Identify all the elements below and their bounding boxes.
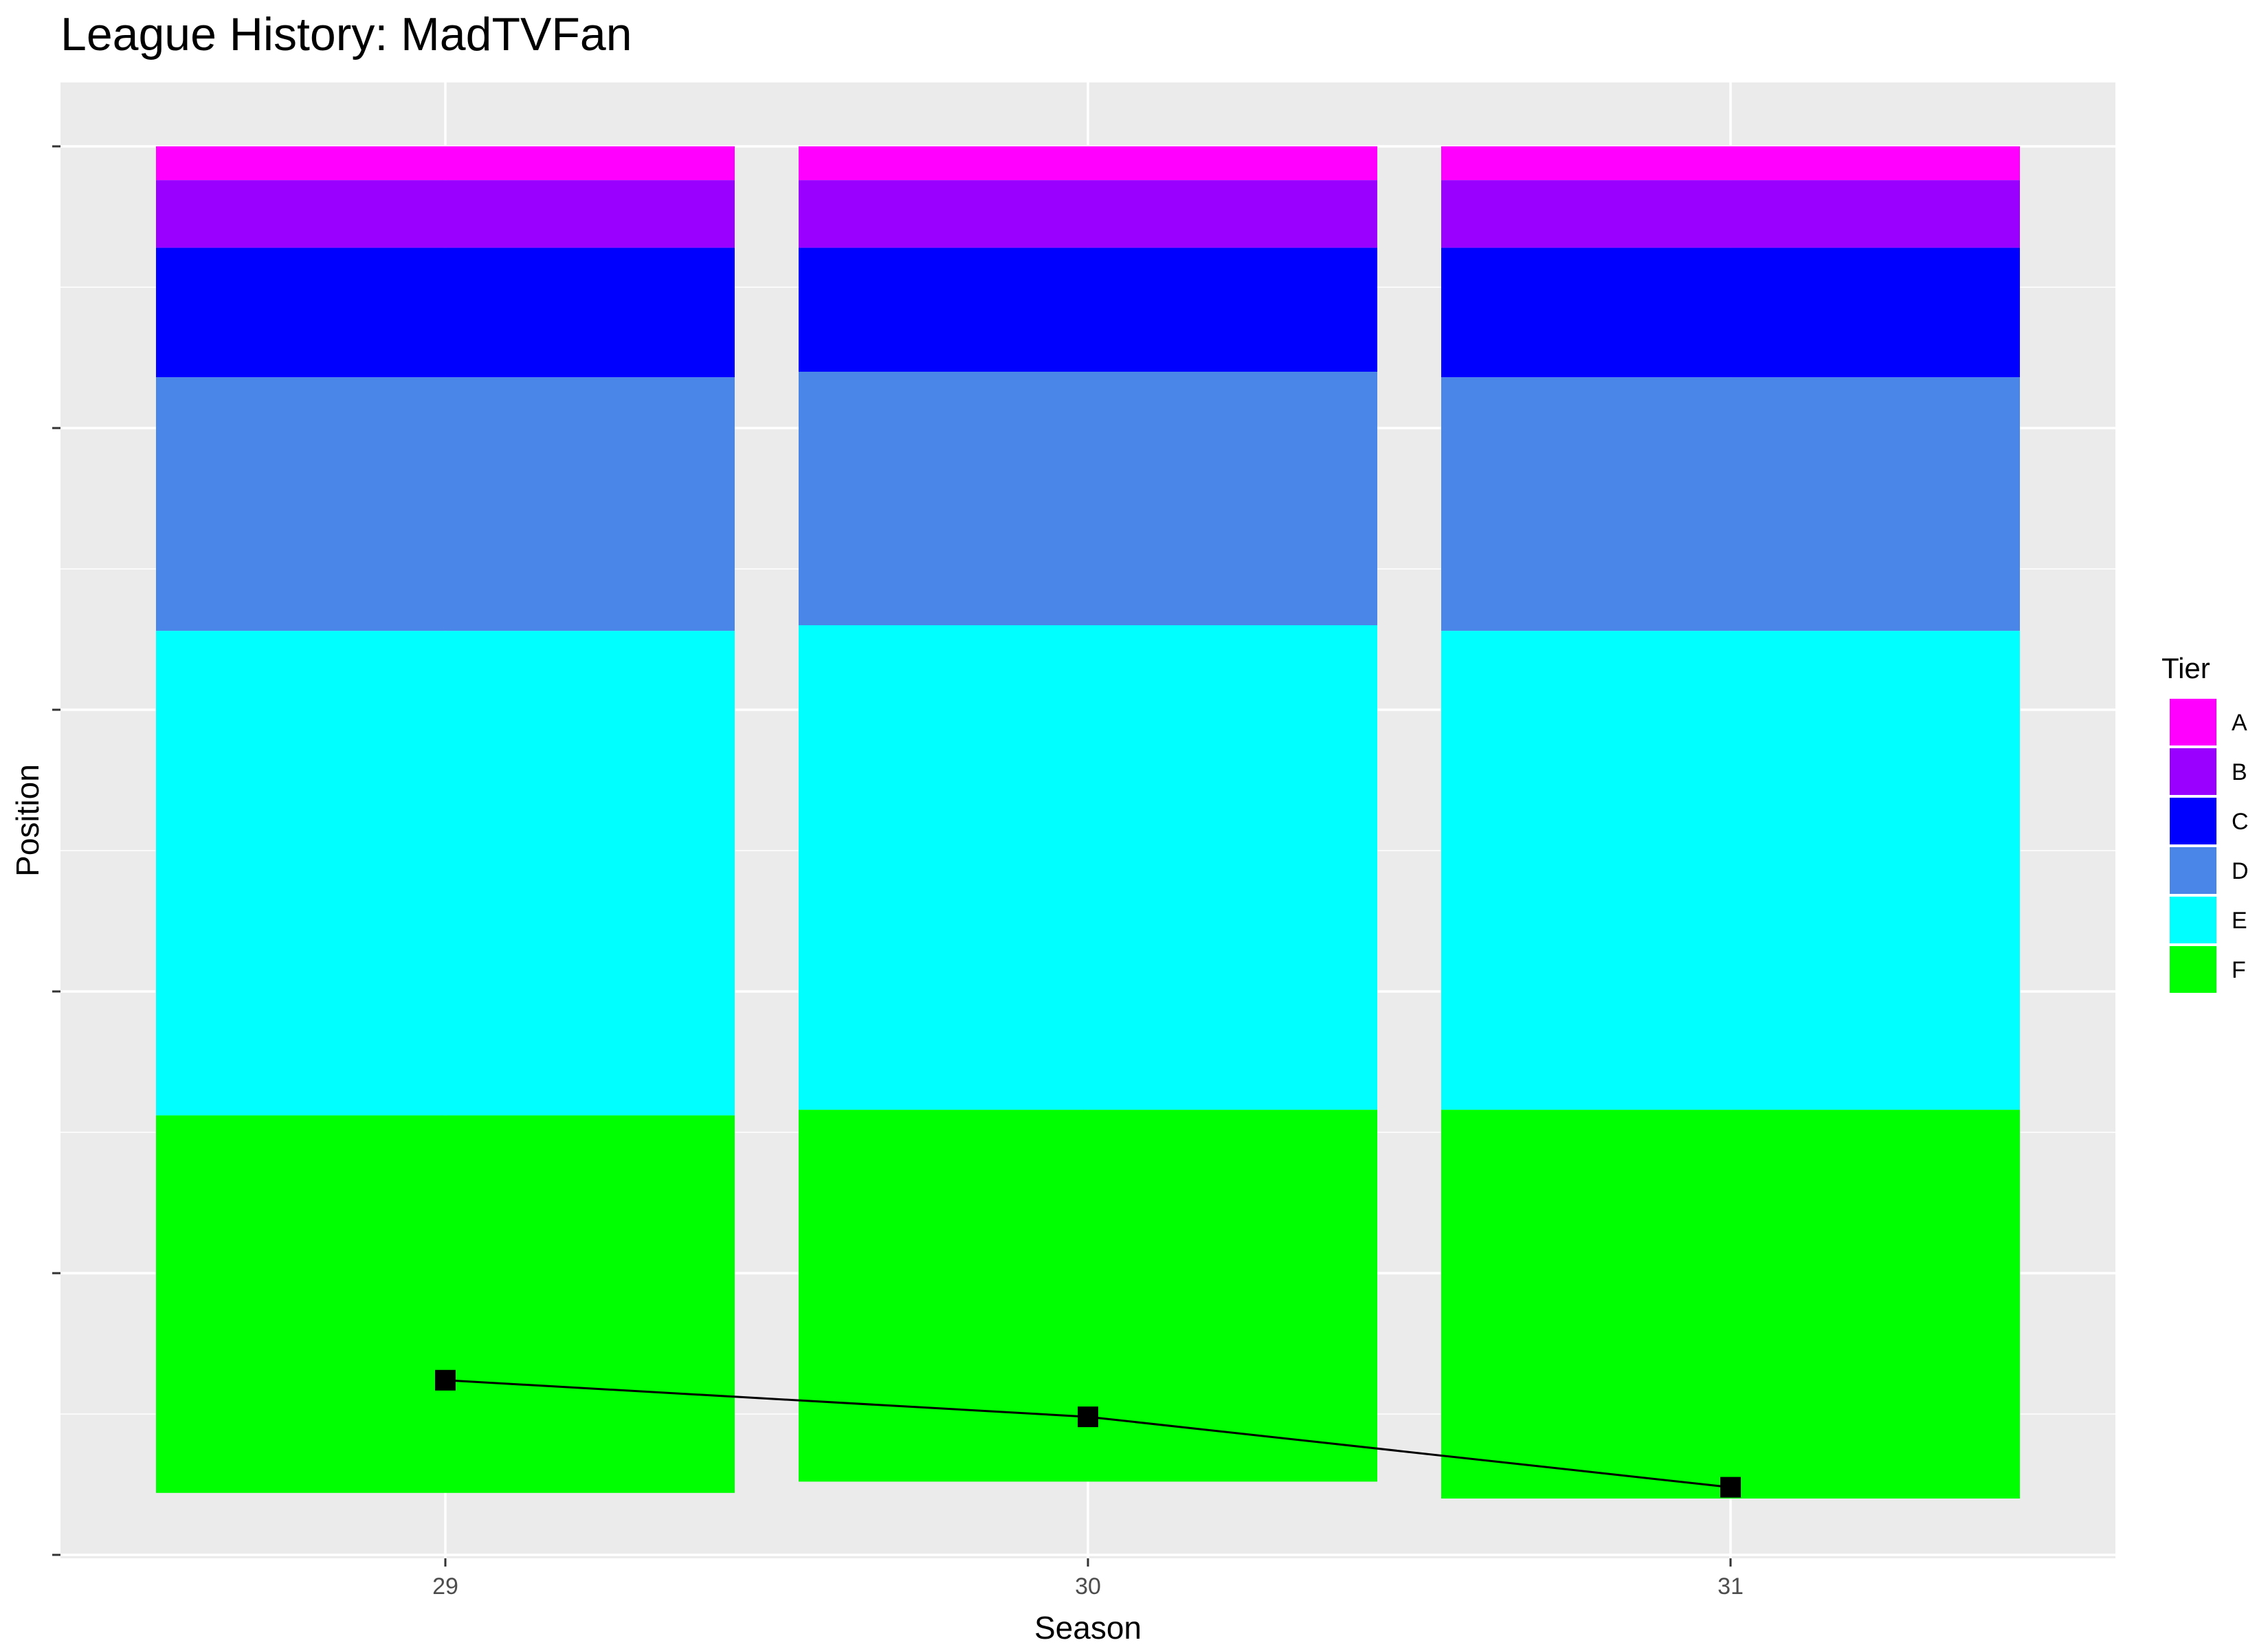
bar-segment-b-season-29 bbox=[156, 180, 735, 248]
bar-segment-d-season-29 bbox=[156, 377, 735, 631]
bar-segment-e-season-30 bbox=[799, 625, 1377, 1110]
bar-segment-d-season-31 bbox=[1441, 377, 2020, 631]
bar-segment-c-season-30 bbox=[799, 247, 1377, 372]
legend-key-d bbox=[2170, 847, 2216, 894]
bar-segment-e-season-29 bbox=[156, 631, 735, 1116]
legend-key-b bbox=[2170, 748, 2216, 795]
bar-segment-e-season-31 bbox=[1441, 631, 2020, 1110]
position-marker-season-29 bbox=[435, 1369, 456, 1391]
bar-segment-f-season-29 bbox=[156, 1115, 735, 1493]
legend-label-f: F bbox=[2232, 957, 2246, 983]
legend-key-c bbox=[2170, 798, 2216, 844]
legend-label-b: B bbox=[2232, 759, 2247, 785]
legend-label-d: D bbox=[2232, 858, 2249, 884]
bar-segment-a-season-29 bbox=[156, 146, 735, 181]
x-tick-label-29: 29 bbox=[432, 1573, 458, 1600]
position-line bbox=[435, 1369, 1741, 1498]
legend-label-e: E bbox=[2232, 908, 2247, 934]
y-axis-ticks bbox=[52, 145, 60, 1556]
bar-segment-d-season-30 bbox=[799, 372, 1377, 625]
bar-segment-c-season-29 bbox=[156, 247, 735, 378]
x-axis-ticks: 29 30 31 bbox=[432, 1558, 1744, 1600]
bar-segment-a-season-30 bbox=[799, 146, 1377, 181]
bar-segment-a-season-31 bbox=[1441, 146, 2020, 181]
x-tick-label-31: 31 bbox=[1717, 1573, 1744, 1600]
position-marker-season-31 bbox=[1720, 1477, 1741, 1498]
legend-label-c: C bbox=[2232, 809, 2249, 835]
chart-title: League History: MadTVFan bbox=[60, 8, 632, 60]
legend-key-a bbox=[2170, 699, 2216, 745]
bar-segment-f-season-31 bbox=[1441, 1110, 2020, 1499]
position-marker-season-30 bbox=[1078, 1406, 1098, 1428]
bar-segment-b-season-31 bbox=[1441, 180, 2020, 248]
x-axis-title: Season bbox=[1034, 1610, 1142, 1646]
legend-key-f bbox=[2170, 946, 2216, 993]
stacked-bars bbox=[156, 146, 2020, 1499]
legend-label-a: A bbox=[2232, 710, 2247, 736]
bar-segment-b-season-30 bbox=[799, 180, 1377, 248]
x-tick-label-30: 30 bbox=[1075, 1573, 1101, 1600]
legend-title: Tier bbox=[2161, 652, 2210, 684]
legend-key-e bbox=[2170, 897, 2216, 943]
y-axis-title: Position bbox=[10, 764, 45, 877]
bar-segment-c-season-31 bbox=[1441, 247, 2020, 378]
